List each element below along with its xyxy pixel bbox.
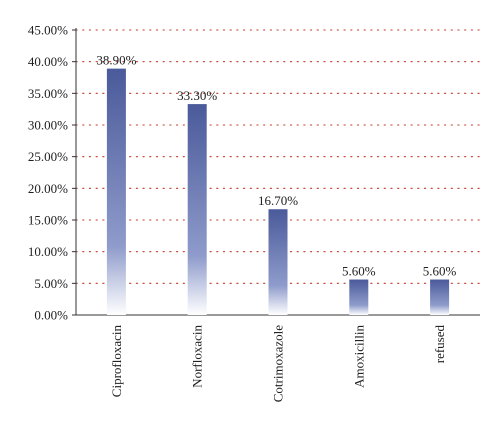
y-tick-label: 25.00%	[28, 149, 68, 164]
y-tick-label: 0.00%	[34, 308, 68, 323]
data-label: 5.60%	[423, 264, 457, 279]
y-tick-labels: 0.00% 5.00% 10.00% 15.00% 20.00% 25.00% 30.00%…	[28, 23, 68, 323]
y-tick-label: 20.00%	[28, 181, 68, 196]
data-label: 5.60%	[342, 264, 376, 279]
bars	[106, 68, 450, 315]
y-tick-label: 40.00%	[28, 54, 68, 69]
bar-cotrimoxazole	[268, 209, 288, 315]
grid-lines	[75, 29, 481, 284]
category-label: Ciprofloxacin	[109, 325, 124, 398]
data-label: 33.30%	[177, 88, 217, 103]
y-tick-label: 15.00%	[28, 213, 68, 228]
bar-refused	[430, 279, 450, 315]
category-labels: Ciprofloxacin Norfloxacin Cotrimoxazole Amo…	[109, 325, 447, 403]
category-label: refused	[432, 325, 447, 364]
data-label: 38.90%	[96, 53, 136, 68]
y-tick-label: 5.00%	[34, 276, 68, 291]
bar-norfloxacin	[187, 104, 207, 315]
category-label: Norfloxacin	[190, 325, 205, 388]
y-tick-label: 35.00%	[28, 86, 68, 101]
category-label: Amoxicillin	[351, 325, 366, 388]
data-label: 16.70%	[258, 193, 298, 208]
category-label: Cotrimoxazole	[271, 325, 286, 402]
y-tick-label: 30.00%	[28, 118, 68, 133]
data-labels: 38.90% 33.30% 16.70% 5.60% 5.60%	[96, 53, 456, 279]
y-tick-label: 45.00%	[28, 23, 68, 38]
y-tick-label: 10.00%	[28, 244, 68, 259]
bar-amoxicillin	[349, 279, 369, 315]
bar-ciprofloxacin	[106, 68, 126, 315]
